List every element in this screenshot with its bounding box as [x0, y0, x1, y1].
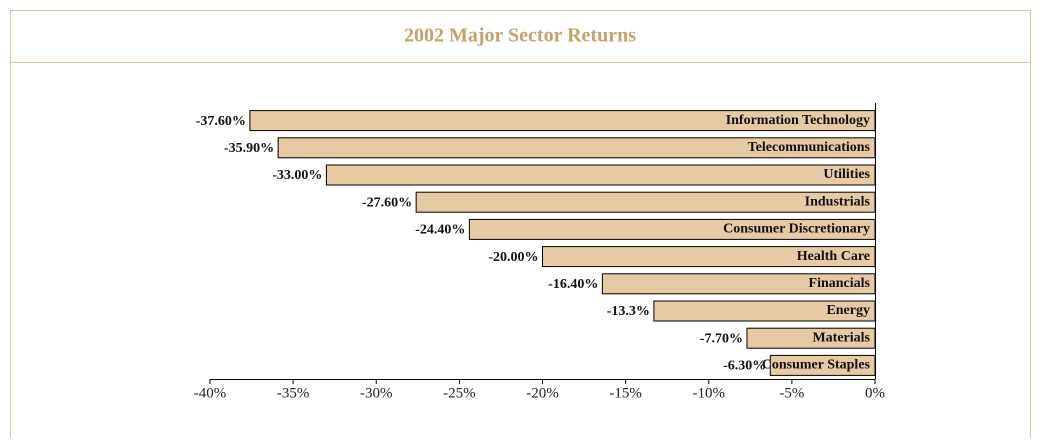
bar — [601, 273, 876, 295]
value-label: -27.60% — [362, 195, 412, 210]
category-label: Utilities — [823, 167, 870, 182]
x-tick-label: -30% — [360, 385, 393, 401]
x-tick-label: -25% — [443, 385, 476, 401]
bar — [325, 164, 876, 186]
value-label: -7.70% — [700, 331, 743, 346]
value-label: -13.3% — [607, 304, 650, 319]
bar — [277, 137, 876, 159]
category-label: Health Care — [797, 249, 870, 264]
x-tick-label: 0% — [865, 385, 885, 401]
frame — [10, 10, 1031, 443]
category-label: Industrials — [805, 194, 871, 209]
category-label: Financials — [809, 276, 871, 291]
x-tick-label: -5% — [779, 385, 804, 401]
x-tick-label: -40% — [194, 385, 227, 401]
value-label: -20.00% — [488, 250, 538, 265]
chart-title: 2002 Major Sector Returns — [404, 25, 636, 47]
category-label: Telecommunications — [748, 140, 871, 155]
bar — [746, 327, 876, 349]
x-tick-label: -10% — [693, 385, 726, 401]
value-label: -35.90% — [224, 141, 274, 156]
bar — [415, 191, 876, 213]
category-label: Consumer Staples — [762, 358, 871, 373]
category-label: Information Technology — [726, 113, 870, 128]
value-label: -6.30% — [723, 359, 766, 374]
x-tick-label: -35% — [277, 385, 310, 401]
category-label: Consumer Discretionary — [723, 222, 870, 237]
category-label: Materials — [812, 330, 870, 345]
x-tick-label: -15% — [609, 385, 642, 401]
value-label: -16.40% — [548, 277, 598, 292]
value-label: -33.00% — [272, 168, 322, 183]
x-tick-label: -20% — [526, 385, 559, 401]
bar — [468, 218, 876, 240]
bar — [542, 246, 876, 268]
bar — [249, 110, 876, 132]
value-label: -24.40% — [415, 223, 465, 238]
bar — [769, 354, 876, 376]
category-label: Energy — [826, 303, 870, 318]
value-label: -37.60% — [196, 114, 246, 129]
bar — [653, 300, 876, 322]
